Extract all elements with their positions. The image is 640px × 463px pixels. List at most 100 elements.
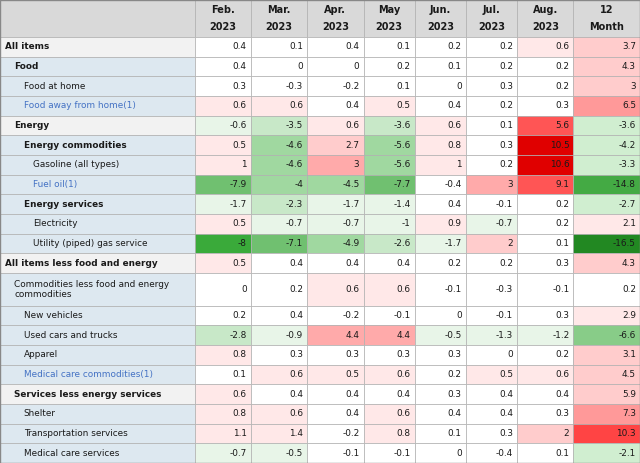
Text: 0.3: 0.3	[556, 259, 570, 268]
Text: 0.3: 0.3	[448, 350, 462, 359]
Text: 0.3: 0.3	[499, 82, 513, 91]
Bar	[251, 194, 307, 214]
Bar	[573, 273, 640, 306]
Text: 0.4: 0.4	[346, 409, 360, 419]
Text: 7.3: 7.3	[622, 409, 636, 419]
Text: -0.3: -0.3	[286, 82, 303, 91]
Bar	[573, 37, 640, 57]
Bar	[364, 96, 415, 116]
Text: Energy commodities: Energy commodities	[24, 141, 126, 150]
Text: 0.5: 0.5	[233, 259, 247, 268]
Text: 0.2: 0.2	[448, 43, 462, 51]
Bar	[307, 175, 364, 194]
Text: 2: 2	[508, 239, 513, 248]
Text: Medical care services: Medical care services	[24, 449, 119, 457]
Text: Used cars and trucks: Used cars and trucks	[24, 331, 117, 340]
Bar	[0, 325, 195, 345]
Text: 0.6: 0.6	[556, 43, 570, 51]
Text: 0.8: 0.8	[448, 141, 462, 150]
Text: -0.6: -0.6	[230, 121, 247, 130]
Text: Gasoline (all types): Gasoline (all types)	[33, 160, 119, 169]
Bar	[415, 365, 466, 384]
Bar	[195, 444, 251, 463]
Bar	[415, 135, 466, 155]
Bar	[517, 273, 573, 306]
Text: 0.6: 0.6	[346, 121, 360, 130]
Bar	[517, 325, 573, 345]
Bar	[415, 424, 466, 444]
Text: -0.7: -0.7	[496, 219, 513, 228]
Text: -2.8: -2.8	[229, 331, 247, 340]
Bar	[573, 325, 640, 345]
Text: 0.4: 0.4	[233, 62, 247, 71]
Text: 1: 1	[456, 160, 462, 169]
Text: 0.3: 0.3	[289, 350, 303, 359]
Bar	[251, 365, 307, 384]
Text: 0.6: 0.6	[289, 370, 303, 379]
Text: 0.2: 0.2	[233, 311, 247, 320]
Text: 0.8: 0.8	[233, 409, 247, 419]
Text: 0.4: 0.4	[346, 390, 360, 399]
Bar	[251, 0, 307, 37]
Text: -0.7: -0.7	[286, 219, 303, 228]
Bar	[573, 424, 640, 444]
Text: 2023: 2023	[532, 22, 559, 32]
Text: 0: 0	[456, 82, 462, 91]
Bar	[466, 234, 517, 253]
Text: 10.5: 10.5	[550, 141, 570, 150]
Text: 12: 12	[600, 6, 614, 15]
Bar	[415, 306, 466, 325]
Text: Energy: Energy	[14, 121, 49, 130]
Bar	[195, 404, 251, 424]
Bar	[364, 273, 415, 306]
Text: -4.5: -4.5	[342, 180, 360, 189]
Text: -4: -4	[294, 180, 303, 189]
Bar	[415, 76, 466, 96]
Text: 0.6: 0.6	[397, 370, 411, 379]
Text: 2.9: 2.9	[622, 311, 636, 320]
Text: -2.1: -2.1	[619, 449, 636, 457]
Text: 0.5: 0.5	[499, 370, 513, 379]
Bar	[573, 384, 640, 404]
Bar	[195, 253, 251, 273]
Text: 0.3: 0.3	[556, 311, 570, 320]
Text: 2023: 2023	[376, 22, 403, 32]
Text: 5.6: 5.6	[556, 121, 570, 130]
Text: Apr.: Apr.	[324, 6, 346, 15]
Text: 3.1: 3.1	[622, 350, 636, 359]
Bar	[0, 234, 195, 253]
Text: 0.1: 0.1	[556, 239, 570, 248]
Text: -1.4: -1.4	[394, 200, 411, 209]
Text: Services less energy services: Services less energy services	[14, 390, 162, 399]
Bar	[573, 96, 640, 116]
Text: 4.3: 4.3	[622, 259, 636, 268]
Bar	[466, 76, 517, 96]
Text: 2.7: 2.7	[346, 141, 360, 150]
Text: 0.2: 0.2	[448, 259, 462, 268]
Bar	[0, 57, 195, 76]
Bar	[364, 57, 415, 76]
Bar	[415, 384, 466, 404]
Bar	[307, 365, 364, 384]
Text: 2023: 2023	[209, 22, 236, 32]
Text: Food at home: Food at home	[24, 82, 85, 91]
Text: 0.4: 0.4	[499, 409, 513, 419]
Bar	[195, 0, 251, 37]
Text: 0.5: 0.5	[233, 141, 247, 150]
Text: -1.7: -1.7	[342, 200, 360, 209]
Text: 2023: 2023	[427, 22, 454, 32]
Text: 0.6: 0.6	[233, 390, 247, 399]
Text: -2.7: -2.7	[619, 200, 636, 209]
Text: -2.6: -2.6	[394, 239, 411, 248]
Text: -2.3: -2.3	[286, 200, 303, 209]
Bar	[195, 155, 251, 175]
Bar	[415, 0, 466, 37]
Bar	[573, 214, 640, 234]
Bar	[415, 96, 466, 116]
Bar	[573, 155, 640, 175]
Bar	[0, 384, 195, 404]
Bar	[415, 37, 466, 57]
Text: -0.4: -0.4	[445, 180, 462, 189]
Bar	[251, 135, 307, 155]
Text: 0: 0	[508, 350, 513, 359]
